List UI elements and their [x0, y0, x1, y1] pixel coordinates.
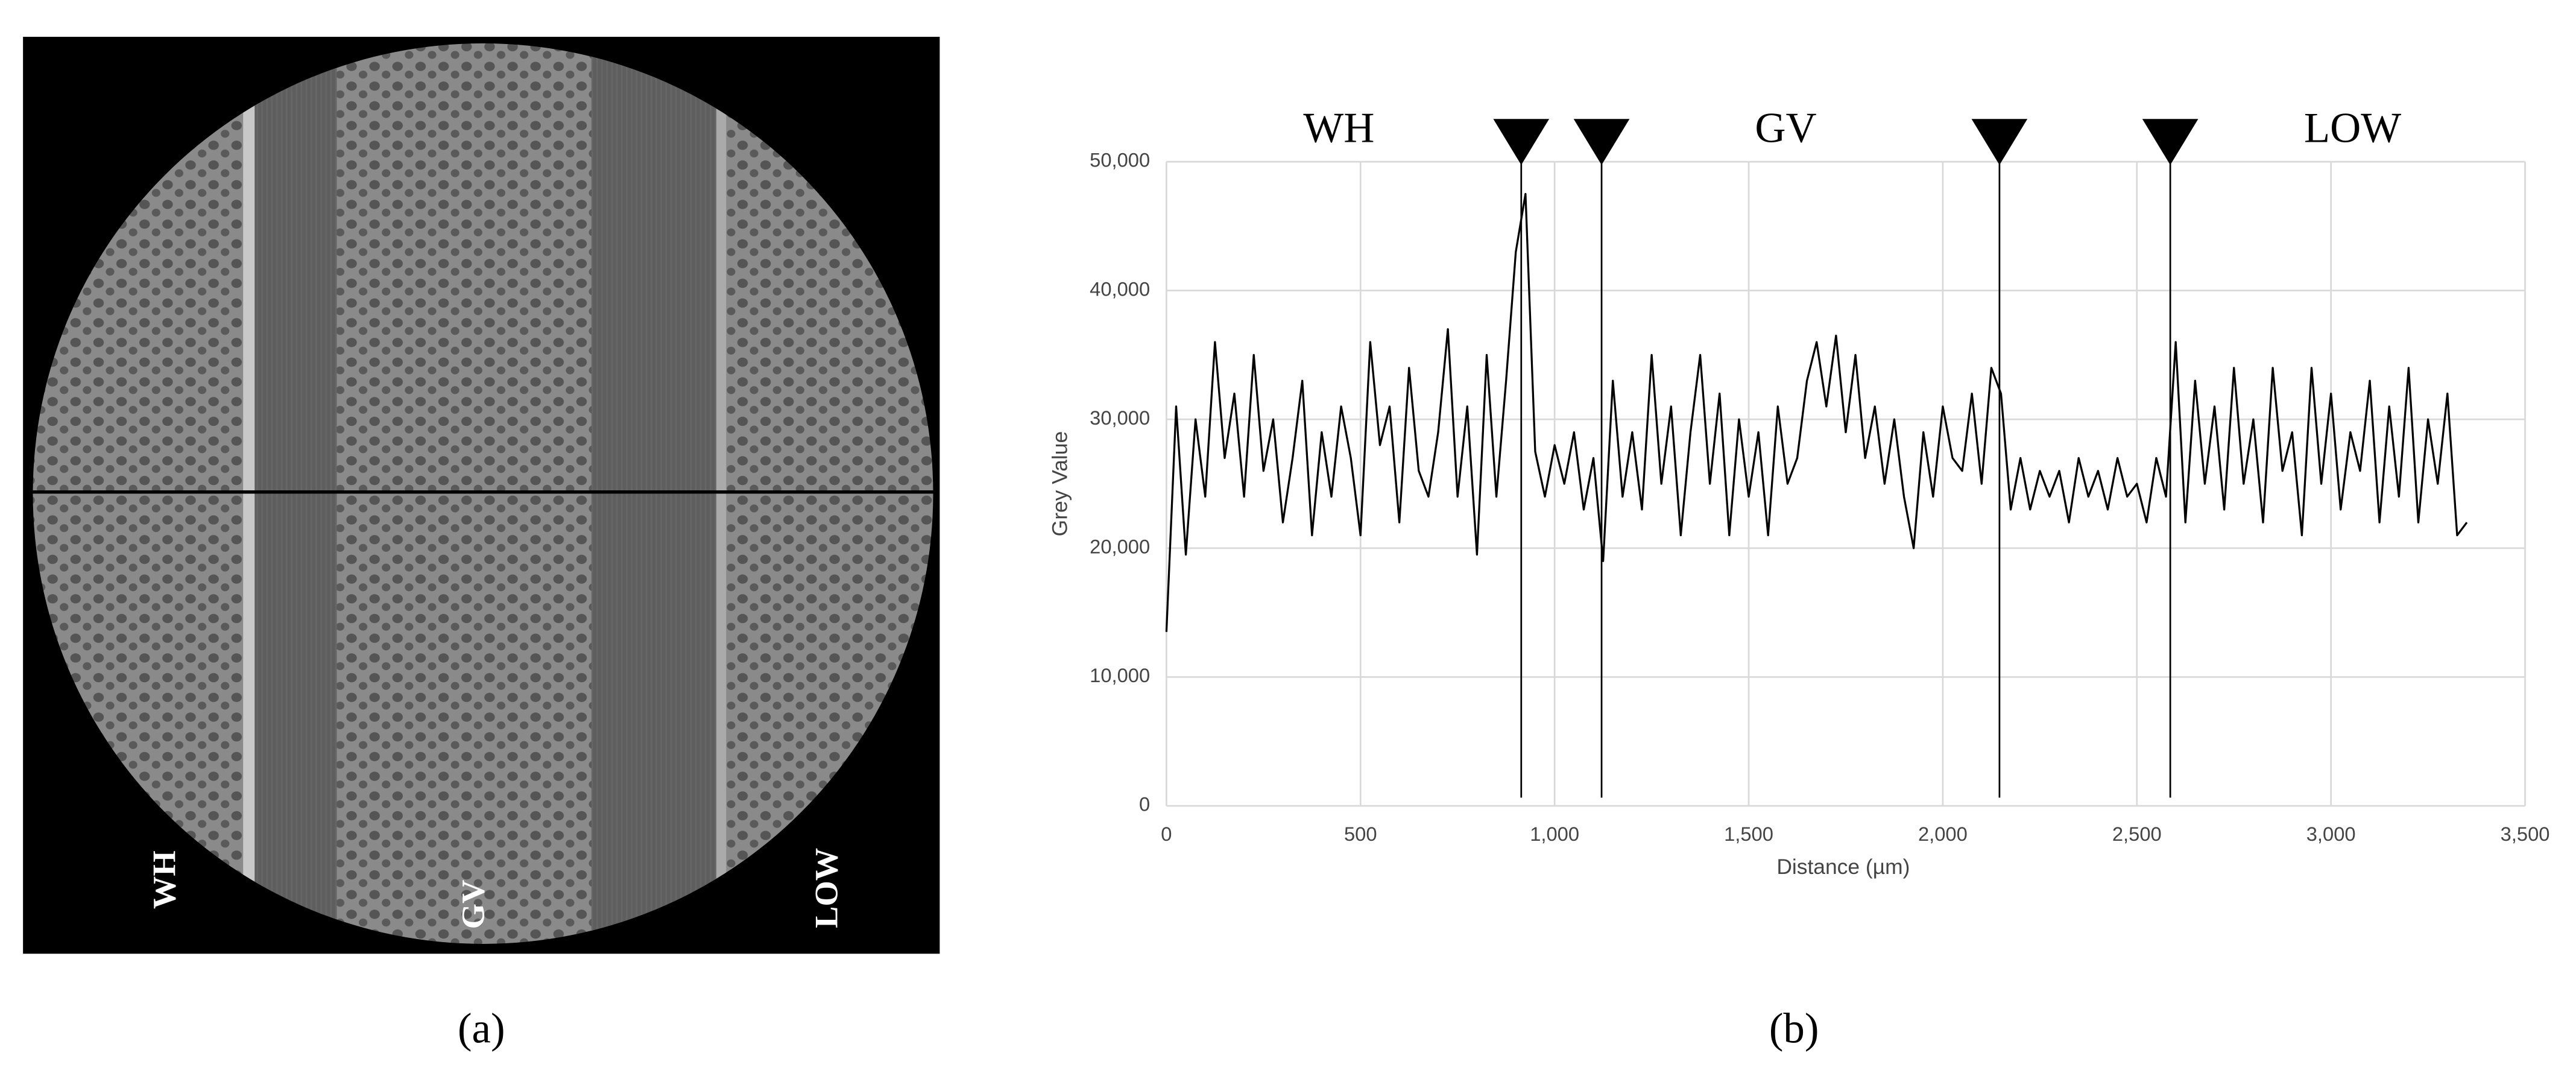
- y-tick-label: 0: [1139, 793, 1150, 815]
- region-annotation: LOW: [2304, 104, 2401, 151]
- x-tick-label: 2,000: [1918, 823, 1968, 845]
- x-tick-label: 1,000: [1530, 823, 1579, 845]
- boundary-marker: [1971, 119, 2028, 165]
- x-tick-label: 1,500: [1724, 823, 1773, 845]
- y-tick-label: 30,000: [1090, 407, 1150, 429]
- plot: 0 10,000 20,000 30,000 40,000 50,000 0 500 1,000…: [1090, 104, 2549, 844]
- y-tick-label: 20,000: [1090, 536, 1150, 558]
- boundary-marker: [1493, 119, 1550, 165]
- boundary-marker: [1573, 119, 1630, 165]
- y-axis-label: Grey Value: [1047, 431, 1072, 537]
- region-annotation: WH: [1303, 104, 1374, 151]
- x-tick-label: 0: [1161, 823, 1172, 845]
- x-tick-label: 3,000: [2306, 823, 2356, 845]
- x-axis-label: Distance (µm): [1776, 855, 1910, 879]
- region-annotation: GV: [1755, 104, 1816, 151]
- boundary-marker: [2142, 119, 2199, 165]
- x-tick-label: 2,500: [2112, 823, 2162, 845]
- image-label: LOW: [807, 848, 844, 928]
- micrograph: WH GV LOW: [23, 37, 940, 954]
- y-tick-label: 50,000: [1090, 149, 1150, 171]
- x-tick-label: 3,500: [2501, 823, 2550, 845]
- panel-label: (b): [1769, 1005, 1819, 1052]
- panel-label: (a): [458, 1005, 505, 1052]
- y-tick-label: 40,000: [1090, 277, 1150, 300]
- data-line: [1165, 192, 2468, 632]
- y-tick-label: 10,000: [1090, 664, 1150, 686]
- x-tick-label: 500: [1344, 823, 1377, 845]
- image-label: WH: [145, 850, 182, 909]
- image-label: GV: [455, 880, 491, 929]
